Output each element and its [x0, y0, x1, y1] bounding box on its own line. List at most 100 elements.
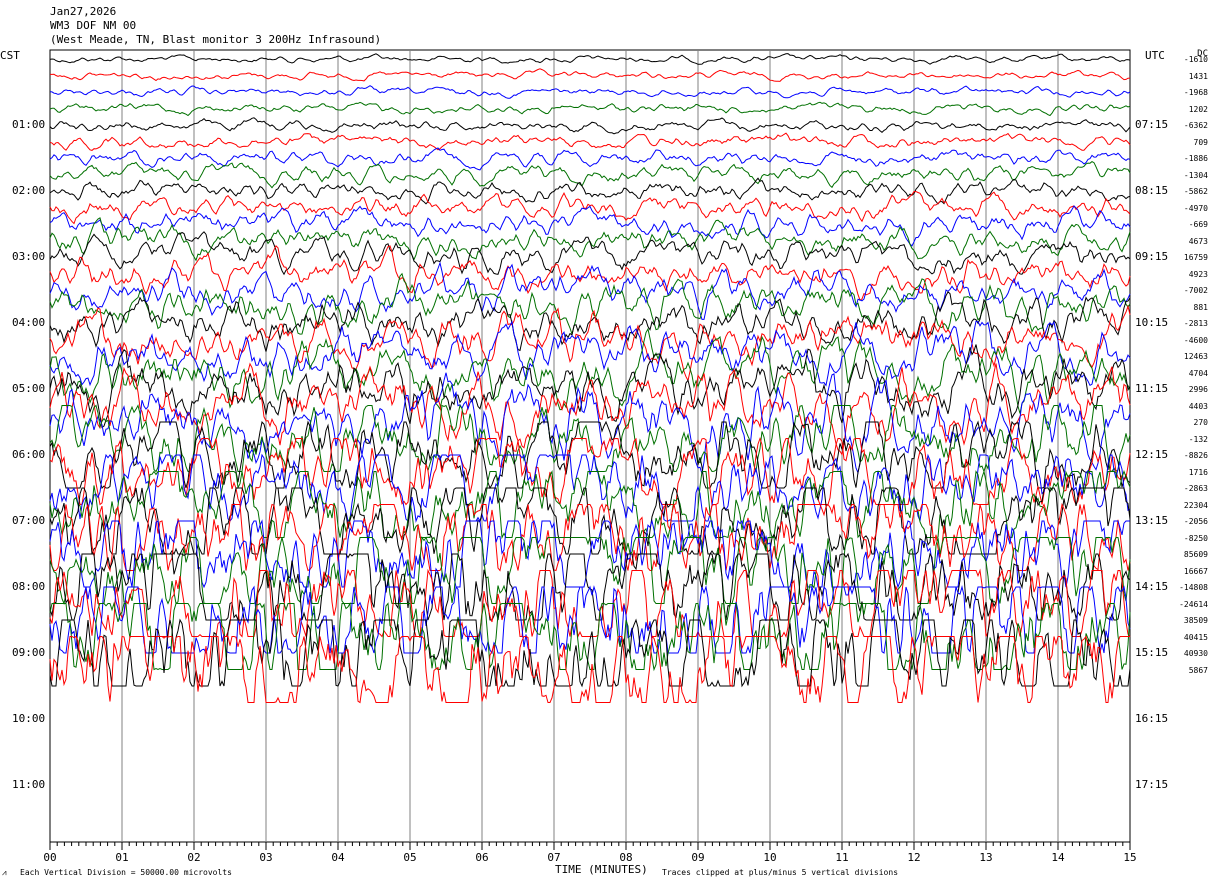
- trace-line: [49, 372, 1131, 475]
- trace-line: [49, 161, 1131, 189]
- x-tick-label: 11: [835, 851, 849, 864]
- dc-offset-label: 4704: [1188, 368, 1208, 378]
- x-tick-label: 13: [979, 851, 993, 864]
- utc-hour-label: 15:15: [1135, 646, 1169, 659]
- trace-line: [49, 327, 1131, 414]
- trace-line: [49, 190, 1131, 225]
- dc-offset-label: -7002: [1183, 286, 1208, 295]
- trace-line: [49, 117, 1131, 135]
- cst-hour-label: 04:00: [12, 316, 46, 329]
- x-tick-label: 12: [907, 851, 921, 864]
- utc-hour-label: 13:15: [1135, 514, 1169, 527]
- dc-offset-label: -132: [1188, 434, 1208, 444]
- dc-header: DC: [1197, 49, 1208, 59]
- trace-line: [49, 85, 1131, 99]
- trace-line: [49, 132, 1131, 151]
- x-tick-label: 08: [619, 851, 633, 864]
- trace-line: [50, 68, 1131, 82]
- trace-line: [49, 272, 1131, 337]
- dc-offset-label: 2996: [1188, 385, 1208, 394]
- x-tick-label: 03: [259, 851, 273, 864]
- dc-offset-label: 40415: [1183, 632, 1208, 642]
- trace-line: [49, 320, 1131, 387]
- trace-line: [49, 261, 1131, 320]
- trace-line: [49, 469, 1131, 540]
- cst-hour-label: 08:00: [12, 580, 46, 593]
- cst-hour-label: 06:00: [12, 448, 46, 461]
- dc-offset-label: 1202: [1188, 104, 1208, 114]
- dc-offset-label: 1431: [1188, 71, 1208, 81]
- dc-offset-label: -8826: [1183, 451, 1208, 460]
- utc-hour-label: 17:15: [1135, 778, 1169, 791]
- trace-line: [49, 519, 1130, 589]
- utc-hour-label: 09:15: [1135, 250, 1169, 263]
- seismic-traces: [49, 53, 1131, 704]
- station-description: (West Meade, TN, Blast monitor 3 200Hz I…: [50, 33, 382, 46]
- trace-line: [49, 217, 1131, 262]
- utc-hour-label: 07:15: [1135, 118, 1169, 131]
- scale-icon: ⩘: [2, 868, 7, 877]
- dc-offset-label: -4970: [1183, 203, 1208, 213]
- dc-offset-label: -8250: [1183, 533, 1208, 543]
- trace-line: [49, 231, 1131, 276]
- trace-line: [49, 344, 1131, 429]
- trace-line: [49, 585, 1131, 655]
- dc-offset-label: -4600: [1183, 335, 1208, 345]
- dc-offset-label: 12463: [1183, 352, 1208, 361]
- right-axis-title: UTC: [1145, 49, 1165, 62]
- dc-offset-label: 881: [1193, 302, 1208, 312]
- trace-line: [49, 205, 1131, 247]
- x-tick-label: 04: [331, 851, 345, 864]
- dc-offset-label: 16667: [1183, 566, 1208, 576]
- utc-hour-label: 08:15: [1135, 184, 1169, 197]
- dc-offset-label: 22304: [1183, 500, 1208, 510]
- dc-offset-label: 4403: [1188, 401, 1208, 411]
- trace-line: [49, 436, 1131, 507]
- x-tick-label: 05: [403, 851, 417, 864]
- dc-offset-label: 1716: [1188, 467, 1208, 477]
- dc-offset-label: -1610: [1183, 55, 1208, 64]
- dc-offset-label: -669: [1188, 220, 1208, 229]
- dc-offset-label: 16759: [1183, 253, 1208, 262]
- x-axis-title: TIME (MINUTES): [555, 863, 648, 876]
- trace-line: [49, 536, 1131, 606]
- dc-offset-label: -24614: [1179, 599, 1208, 609]
- vertical-division-note: Each Vertical Division = 50000.00 microv…: [20, 868, 232, 877]
- dc-offset-label: 4673: [1188, 236, 1208, 246]
- utc-hour-label: 12:15: [1135, 448, 1169, 461]
- dc-offset-label: 709: [1193, 137, 1208, 147]
- dc-offset-label: -5862: [1183, 187, 1208, 196]
- dc-offset-label: -1968: [1183, 88, 1208, 97]
- cst-hour-label: 11:00: [12, 778, 46, 791]
- cst-hour-label: 10:00: [12, 712, 46, 725]
- x-tick-label: 09: [691, 851, 705, 864]
- dc-offset-label: -2813: [1183, 319, 1208, 328]
- utc-hour-label: 10:15: [1135, 316, 1169, 329]
- station-name: WM3 DOF NM 00: [50, 19, 137, 32]
- x-tick-label: 06: [475, 851, 489, 864]
- dc-offset-label: 270: [1193, 418, 1208, 427]
- trace-line: [49, 177, 1131, 205]
- dc-offset-label: 5867: [1188, 665, 1208, 675]
- trace-line: [49, 304, 1131, 382]
- utc-hour-label: 11:15: [1135, 382, 1169, 395]
- x-tick-label: 15: [1123, 851, 1137, 864]
- x-tick-label: 01: [115, 851, 129, 864]
- x-axis-ticks: [49, 842, 1131, 850]
- trace-line: [49, 502, 1131, 573]
- cst-hour-label: 03:00: [12, 250, 46, 263]
- dc-offset-label: -2863: [1183, 484, 1208, 493]
- dc-offset-label: -14808: [1179, 583, 1208, 592]
- plot-date: Jan27,2026: [50, 5, 117, 18]
- trace-line: [49, 53, 1131, 65]
- left-axis-title: CST: [0, 49, 20, 62]
- trace-line: [49, 568, 1131, 639]
- vertical-gridlines: [121, 50, 1059, 842]
- trace-line: [49, 362, 1131, 456]
- x-tick-label: 02: [187, 851, 201, 864]
- x-tick-label: 07: [547, 851, 561, 864]
- dc-offset-label: 4923: [1188, 269, 1208, 279]
- utc-hour-label: 14:15: [1135, 580, 1169, 593]
- cst-hour-label: 09:00: [12, 646, 46, 659]
